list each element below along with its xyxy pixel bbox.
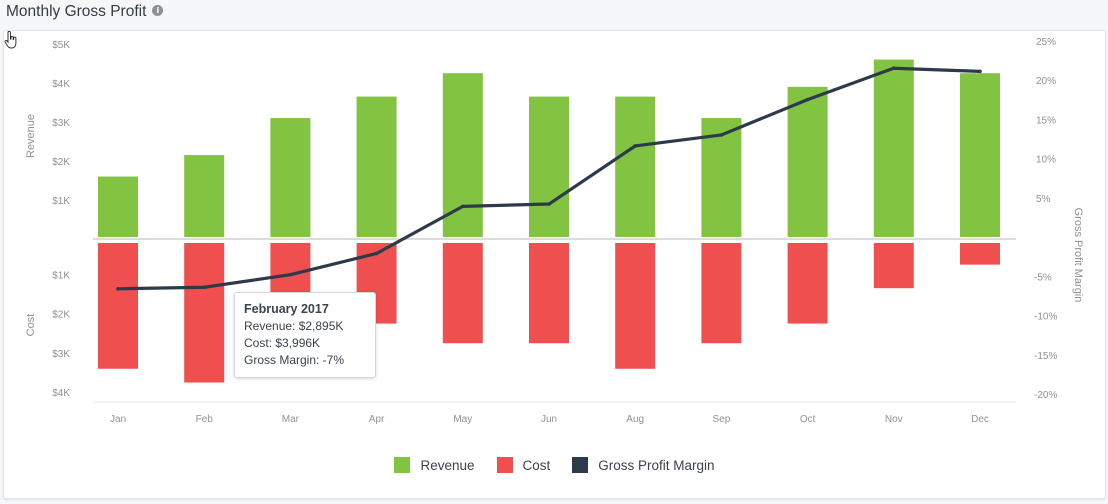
gross-margin-point	[374, 251, 379, 256]
gross-margin-point	[633, 144, 637, 148]
revenue-tick-label: $3K	[52, 118, 70, 129]
margin-tick-label: 15%	[1036, 115, 1056, 126]
tooltip-title: February 2017	[244, 302, 329, 316]
revenue-bar	[787, 86, 828, 237]
cost-bar	[787, 243, 828, 324]
legend-item-cost[interactable]: Cost	[496, 457, 551, 473]
legend-swatch-cost	[496, 457, 513, 473]
gross-margin-point	[202, 285, 206, 290]
chart-card: $1K $2K $3K $4K $5K $1K $2K $3K $4K 5% 10% 15% 20% 25…	[3, 30, 1106, 499]
margin-tick-label: -5%	[1034, 272, 1052, 283]
x-tick-label: Jan	[110, 414, 126, 425]
chart-legend: Revenue Cost Gross Profit Margin	[4, 457, 1105, 473]
revenue-bar	[270, 118, 311, 237]
cost-axis-title: Cost	[25, 314, 37, 337]
gross-margin-point	[547, 202, 551, 206]
hand-cursor-icon	[4, 31, 17, 49]
revenue-tick-label: $4K	[52, 79, 70, 90]
legend-label-cost: Cost	[522, 457, 551, 473]
x-tick-label: Sep	[713, 414, 731, 425]
cost-tick-label: $1K	[52, 270, 70, 281]
x-tick-label: Feb	[196, 414, 214, 425]
cost-bar	[615, 243, 656, 369]
gross-margin-point	[461, 204, 465, 209]
tooltip-cost: Cost: $3,996K	[244, 336, 321, 350]
cost-bar	[98, 243, 138, 369]
revenue-bar	[184, 155, 225, 237]
gross-margin-point	[892, 66, 896, 71]
cost-bar	[701, 243, 742, 344]
gross-margin-point	[978, 69, 982, 74]
revenue-bar	[356, 96, 397, 237]
chart-tooltip: February 2017 Revenue: $2,895K Cost: $3,…	[234, 292, 376, 378]
gross-margin-point	[116, 287, 120, 291]
revenue-tick-label: $2K	[52, 157, 70, 168]
cost-bar	[960, 243, 1000, 265]
margin-tick-label: 25%	[1036, 37, 1056, 48]
gross-margin-point	[288, 272, 293, 277]
chart-header: Monthly Gross Profit i	[6, 0, 164, 24]
gross-profit-chart: $1K $2K $3K $4K $5K $1K $2K $3K $4K 5% 10% 15% 20% 25…	[25, 37, 1084, 425]
legend-swatch-revenue	[394, 457, 411, 473]
cost-bar	[873, 243, 914, 289]
revenue-bar	[529, 96, 569, 237]
legend-label-margin: Gross Profit Margin	[598, 457, 715, 473]
margin-tick-label: -10%	[1034, 312, 1057, 323]
margin-tick-label: -15%	[1034, 351, 1057, 362]
x-tick-label: Aug	[626, 414, 644, 425]
revenue-axis-title: Revenue	[25, 114, 37, 158]
gross-margin-point	[719, 133, 724, 137]
revenue-bar	[873, 59, 914, 237]
x-tick-label: May	[453, 414, 472, 425]
legend-swatch-margin	[572, 457, 589, 473]
x-tick-label: Oct	[800, 414, 816, 425]
cost-tick-label: $3K	[52, 349, 70, 360]
cost-bar	[529, 243, 569, 344]
legend-item-revenue[interactable]: Revenue	[394, 457, 475, 473]
x-tick-label: Nov	[885, 414, 903, 425]
chart-title: Monthly Gross Profit	[6, 3, 147, 20]
revenue-bar	[98, 176, 138, 237]
gross-margin-point	[805, 97, 810, 102]
margin-tick-label: 20%	[1036, 76, 1056, 87]
revenue-tick-label: $1K	[52, 196, 70, 207]
revenue-tick-label: $5K	[52, 40, 70, 51]
info-icon[interactable]: i	[152, 4, 164, 16]
cost-tick-label: $2K	[52, 310, 70, 321]
x-tick-label: Jun	[541, 414, 557, 425]
revenue-bar	[615, 96, 656, 237]
x-tick-label: Dec	[971, 414, 989, 425]
margin-tick-label: 5%	[1036, 194, 1051, 205]
tooltip-margin: Gross Margin: -7%	[244, 353, 345, 367]
legend-item-margin[interactable]: Gross Profit Margin	[572, 457, 715, 473]
revenue-bar	[960, 73, 1000, 237]
revenue-bar	[442, 73, 483, 237]
margin-tick-label: 10%	[1036, 155, 1056, 166]
x-tick-label: Apr	[369, 414, 385, 425]
x-tick-label: Mar	[282, 414, 300, 425]
cost-bar	[442, 243, 483, 344]
legend-label-revenue: Revenue	[420, 457, 475, 473]
tooltip-revenue: Revenue: $2,895K	[244, 319, 344, 333]
cost-bar	[184, 243, 225, 383]
cost-tick-label: $4K	[52, 388, 70, 399]
margin-axis-title: Gross Profit Margin	[1072, 208, 1084, 303]
margin-tick-label: -20%	[1034, 390, 1057, 401]
